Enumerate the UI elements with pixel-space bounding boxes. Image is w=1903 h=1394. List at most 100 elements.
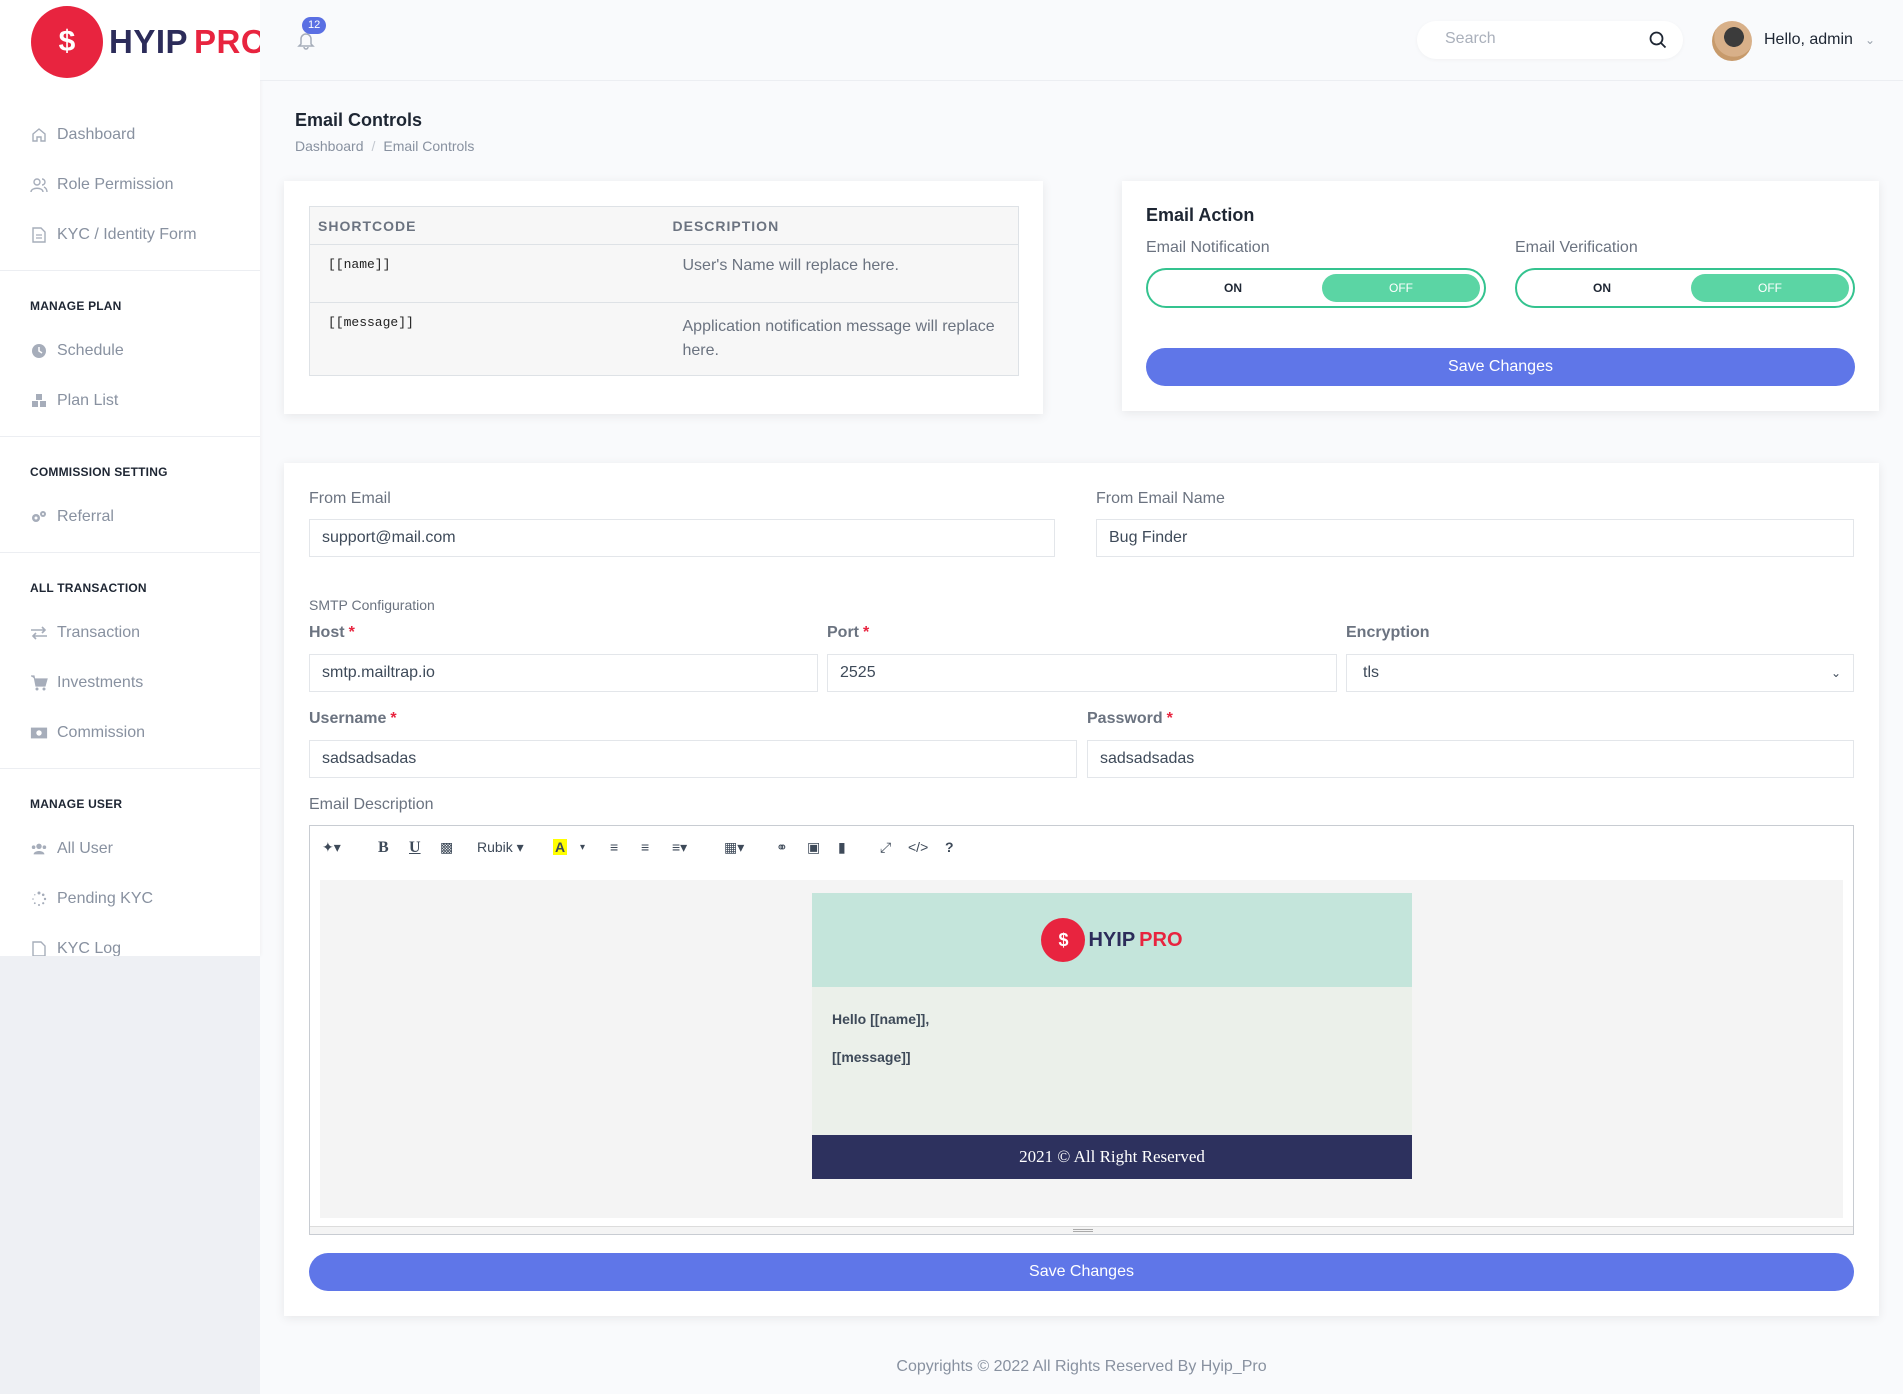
page-title: Email Controls	[295, 110, 423, 130]
sidebar-item-label: Referral	[57, 508, 114, 525]
search-input[interactable]	[1445, 30, 1635, 48]
sidebar-item-kyc-form[interactable]: KYC / Identity Form	[30, 223, 197, 247]
align-icon[interactable]: ≡▾	[672, 839, 688, 855]
eraser-icon[interactable]: ▩	[440, 839, 454, 855]
sidebar-item-label: Pending KYC	[57, 890, 154, 907]
username-field[interactable]	[309, 740, 1077, 778]
save-changes-button[interactable]: Save Changes	[1146, 348, 1855, 386]
breadcrumb-separator: /	[371, 138, 376, 154]
sidebar-item-label: Schedule	[57, 342, 124, 359]
cubes-icon	[30, 392, 48, 410]
breadcrumb-dashboard[interactable]: Dashboard	[295, 138, 364, 154]
section-heading-commission-setting: COMMISSION SETTING	[30, 465, 168, 479]
from-email-field[interactable]	[309, 519, 1055, 557]
email-verification-toggle[interactable]: ON OFF	[1515, 268, 1855, 308]
required-mark: *	[390, 710, 397, 727]
sidebar-item-plan-list[interactable]: Plan List	[30, 389, 118, 413]
editor-content-area[interactable]: $ HYIP PRO Hello [[name]], [[message]] 20…	[320, 880, 1843, 1218]
table-icon[interactable]: ▦▾	[724, 839, 745, 855]
link-icon[interactable]: ⚭	[776, 839, 788, 855]
clock-icon	[30, 342, 48, 360]
search-box	[1417, 21, 1683, 59]
sidebar-item-investments[interactable]: Investments	[30, 671, 143, 695]
underline-icon[interactable]: U	[409, 839, 421, 856]
password-field[interactable]	[1087, 740, 1854, 778]
sidebar-item-label: Dashboard	[57, 126, 136, 143]
fullscreen-icon[interactable]: ⤢	[880, 839, 892, 855]
email-greeting: Hello [[name]],	[832, 1011, 930, 1027]
toggle-off-option[interactable]: OFF	[1691, 274, 1849, 302]
sidebar-item-all-user[interactable]: All User	[30, 837, 113, 861]
image-icon[interactable]: ▣	[807, 839, 821, 855]
host-field[interactable]	[309, 654, 818, 692]
email-template-preview: $ HYIP PRO Hello [[name]], [[message]] 20…	[812, 893, 1412, 1179]
sidebar-item-role-permission[interactable]: Role Permission	[30, 173, 173, 197]
editor-toolbar: ✦▾ B U ▩ Rubik ▾ A ▾ ≡ ≡ ≡▾ ▦▾ ⚭ ▣ ▮ ⤢ <…	[310, 826, 1853, 870]
numbered-list-icon[interactable]: ≡	[641, 839, 650, 855]
avatar[interactable]	[1712, 21, 1752, 61]
email-notification-label: Email Notification	[1146, 239, 1270, 256]
toggle-on-option[interactable]: ON	[1224, 281, 1242, 295]
search-icon[interactable]	[1649, 31, 1667, 49]
sidebar-item-transaction[interactable]: Transaction	[30, 621, 140, 645]
sidebar: $ HYIP PRO Dashboard Role Permission KYC …	[0, 0, 260, 956]
sidebar-item-label: KYC Log	[57, 940, 122, 956]
font-family-dropdown[interactable]: Rubik ▾	[477, 839, 524, 855]
grip-icon	[1073, 1229, 1093, 1232]
notification-count-badge: 12	[302, 17, 327, 34]
magic-wand-icon[interactable]: ✦▾	[322, 839, 341, 855]
text-color-icon[interactable]: A	[553, 839, 568, 855]
brand-logo[interactable]: $ HYIP PRO	[31, 6, 260, 78]
section-heading-all-transaction: ALL TRANSACTION	[30, 581, 147, 595]
port-field[interactable]	[827, 654, 1337, 692]
email-template-footer: 2021 © All Right Reserved	[812, 1135, 1412, 1179]
editor-resize-handle[interactable]	[310, 1226, 1853, 1234]
from-email-name-field[interactable]	[1096, 519, 1854, 557]
help-icon[interactable]: ?	[945, 839, 954, 855]
encryption-select[interactable]: tls ⌄	[1346, 654, 1854, 692]
sidebar-item-kyc-log[interactable]: KYC Log	[30, 937, 121, 956]
code-view-icon[interactable]: </>	[908, 839, 929, 855]
section-heading-manage-plan: MANAGE PLAN	[30, 299, 122, 313]
sidebar-item-label: Role Permission	[57, 176, 174, 193]
user-greeting[interactable]: Hello, admin	[1764, 31, 1853, 48]
cogs-icon	[30, 508, 48, 526]
sidebar-item-commission[interactable]: Commission	[30, 721, 145, 745]
section-heading-manage-user: MANAGE USER	[30, 797, 123, 811]
toggle-on-option[interactable]: ON	[1593, 281, 1611, 295]
bold-icon[interactable]: B	[378, 839, 389, 856]
column-header: SHORTCODE	[309, 206, 665, 245]
email-template-body: Hello [[name]], [[message]]	[812, 987, 1412, 1135]
save-changes-button[interactable]: Save Changes	[309, 1253, 1854, 1291]
email-notification-toggle[interactable]: ON OFF	[1146, 268, 1486, 308]
shortcode-cell: [[message]]	[309, 302, 665, 376]
home-icon	[30, 126, 48, 144]
table-row: [[message]] Application notification mes…	[309, 302, 1019, 376]
hand-coin-icon: $	[31, 6, 103, 78]
sidebar-filler	[0, 956, 260, 1394]
sidebar-item-label: KYC / Identity Form	[57, 226, 197, 243]
sidebar-item-pending-kyc[interactable]: Pending KYC	[30, 887, 153, 911]
video-icon[interactable]: ▮	[838, 839, 846, 855]
chevron-down-icon: ⌄	[1830, 666, 1841, 680]
color-dropdown-icon[interactable]: ▾	[580, 842, 586, 853]
bulleted-list-icon[interactable]: ≡	[610, 839, 619, 855]
bell-icon[interactable]	[296, 30, 316, 50]
divider	[0, 270, 260, 271]
rich-text-editor: ✦▾ B U ▩ Rubik ▾ A ▾ ≡ ≡ ≡▾ ▦▾ ⚭ ▣ ▮ ⤢ <…	[309, 825, 1854, 1235]
chevron-down-icon[interactable]: ⌄	[1865, 33, 1876, 47]
email-verification-label: Email Verification	[1515, 239, 1638, 256]
from-email-label: From Email	[309, 490, 391, 507]
host-label: Host *	[309, 624, 355, 641]
brand-name-a: HYIP	[109, 23, 189, 60]
sidebar-item-dashboard[interactable]: Dashboard	[30, 123, 135, 147]
password-label: Password *	[1087, 710, 1173, 727]
sidebar-item-schedule[interactable]: Schedule	[30, 339, 124, 363]
sidebar-item-referral[interactable]: Referral	[30, 505, 114, 529]
toggle-off-option[interactable]: OFF	[1322, 274, 1480, 302]
column-header: DESCRIPTION	[664, 206, 1019, 245]
brand-name-a: HYIP	[1088, 928, 1136, 951]
breadcrumb: Dashboard / Email Controls	[295, 138, 474, 154]
divider	[0, 552, 260, 553]
email-action-card: Email Action Email Notification Email Ve…	[1122, 181, 1879, 411]
